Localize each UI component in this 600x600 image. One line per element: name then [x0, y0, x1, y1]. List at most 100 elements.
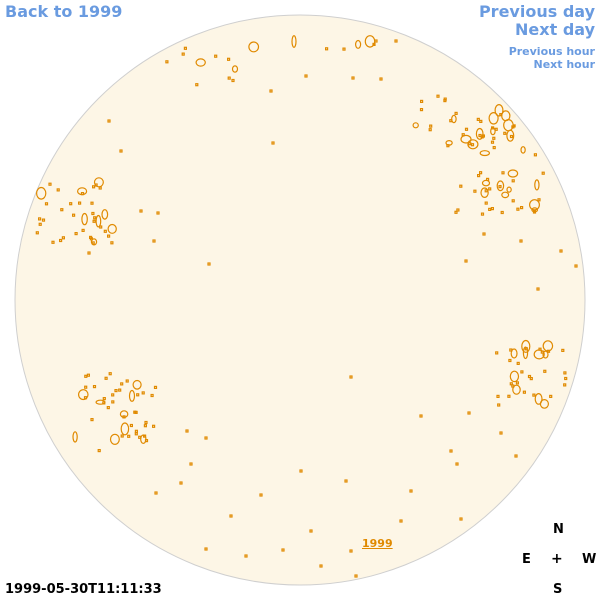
sunspot-contour-icon	[129, 423, 133, 428]
sunspot-contour-icon	[488, 112, 499, 125]
sunspot-contour-icon	[507, 394, 511, 398]
sunspot-contour-icon	[94, 183, 98, 187]
sunspot-contour-icon	[291, 35, 297, 48]
sunspot-contour-icon	[449, 449, 453, 453]
sunspot-contour-icon	[512, 124, 516, 128]
sunspot-contour-icon	[179, 481, 183, 485]
sunspot-contour-icon	[506, 186, 512, 193]
sunspot-contour-icon	[479, 171, 483, 175]
sunspot-contour-icon	[374, 39, 378, 43]
sunspot-contour-icon	[533, 349, 545, 360]
sunspot-contour-icon	[520, 146, 526, 154]
sunspot-contour-icon	[156, 211, 160, 215]
sunspot-contour-icon	[549, 394, 553, 398]
sunspot-contour-icon	[133, 410, 137, 414]
sunspot-contour-icon	[61, 236, 66, 240]
sunspot-contour-icon	[495, 351, 499, 355]
sunspot-contour-icon	[244, 554, 248, 558]
sunspot-contour-icon	[542, 350, 549, 359]
sunspot-contour-icon	[454, 111, 458, 116]
sunspot-contour-icon	[574, 264, 578, 268]
sunspot-contour-icon	[470, 143, 475, 147]
year-link[interactable]: 1999	[362, 537, 393, 550]
sunspot-contour-icon	[349, 375, 353, 379]
sunspot-contour-icon	[399, 519, 403, 523]
sunspot-contour-icon	[379, 77, 383, 81]
sunspot-contour-icon	[269, 89, 273, 93]
sunspot-contour-icon	[563, 383, 567, 387]
sunspot-contour-icon	[214, 54, 218, 58]
sunspot-contour-icon	[494, 127, 498, 131]
sunspot-contour-icon	[99, 225, 103, 229]
sunspot-contour-icon	[344, 479, 348, 483]
sunspot-contour-icon	[141, 391, 145, 395]
observation-timestamp: 1999-05-30T11:11:33	[5, 582, 162, 597]
sunspot-contour-icon	[499, 431, 503, 435]
sunspot-contour-icon	[91, 211, 95, 216]
sunspot-contour-icon	[111, 400, 115, 404]
sunspot-contour-icon	[304, 74, 308, 78]
sunspot-contour-icon	[508, 358, 512, 363]
sunspot-contour-icon	[93, 216, 97, 220]
sunspot-contour-icon	[519, 206, 524, 210]
sunspot-contour-icon	[534, 393, 543, 405]
sunspot-contour-icon	[496, 180, 505, 192]
sunspot-contour-icon	[136, 393, 140, 397]
sunspot-contour-icon	[456, 208, 460, 212]
sunspot-contour-icon	[455, 462, 459, 466]
sunspot-contour-icon	[48, 182, 52, 186]
next-hour-link[interactable]: Next hour	[533, 58, 596, 71]
sunspot-contour-icon	[561, 348, 565, 352]
sunspot-contour-icon	[81, 228, 85, 232]
sunspot-contour-icon	[106, 234, 111, 238]
sunspot-contour-icon	[468, 142, 472, 146]
sunspot-contour-icon	[486, 177, 490, 181]
sunspot-contour-icon	[92, 219, 96, 223]
sunspot-contour-icon	[74, 232, 78, 236]
sunspot-contour-icon	[204, 436, 208, 440]
sunspot-contour-icon	[351, 76, 355, 80]
compass-north-label: N	[553, 522, 564, 537]
previous-hour-link[interactable]: Previous hour	[508, 45, 595, 58]
sunspot-contour-icon	[95, 214, 102, 228]
next-day-link[interactable]: Next day	[515, 20, 595, 39]
sunspot-contour-icon	[259, 493, 263, 497]
sunspot-contour-icon	[488, 187, 492, 191]
back-to-year-link[interactable]: Back to 1999	[5, 2, 123, 21]
sunspot-contour-icon	[419, 414, 423, 418]
sunspot-contour-icon	[181, 52, 185, 56]
sunspot-contour-icon	[91, 185, 96, 189]
sunspot-contour-icon	[98, 186, 102, 190]
sunspot-contour-icon	[534, 179, 540, 191]
sunspot-contour-icon	[540, 350, 544, 354]
sunspot-contour-icon	[564, 376, 568, 381]
sunspot-contour-icon	[299, 469, 303, 473]
sunspot-contours	[35, 35, 578, 578]
sunspot-contour-icon	[464, 259, 468, 263]
sunspot-contour-icon	[449, 119, 453, 123]
sunspot-contour-icon	[128, 389, 136, 402]
sunspot-contour-icon	[511, 384, 515, 388]
sunspot-contour-icon	[127, 434, 131, 438]
sunspot-contour-icon	[481, 179, 491, 187]
sunspot-contour-icon	[436, 94, 440, 98]
sunspot-contour-icon	[563, 371, 567, 375]
sunspot-contour-icon	[195, 83, 199, 87]
sunspot-contour-icon	[510, 348, 518, 359]
sunspot-contour-icon	[355, 39, 362, 49]
previous-day-link[interactable]: Previous day	[478, 2, 595, 21]
sunspot-contour-icon	[537, 198, 541, 202]
sunspot-contour-icon	[484, 189, 488, 193]
sunspot-contour-icon	[111, 393, 115, 397]
sunspot-contour-icon	[189, 462, 193, 466]
sunspot-contour-icon	[445, 139, 453, 146]
sunspot-contour-icon	[114, 389, 118, 393]
sunspot-contour-icon	[183, 46, 187, 50]
sunspot-contour-icon	[122, 415, 126, 419]
sunspot-contour-icon	[102, 397, 106, 401]
sunspot-contour-icon	[281, 548, 285, 552]
sunspot-contour-icon	[104, 376, 108, 380]
sunspot-contour-icon	[409, 489, 413, 493]
sunspot-contour-icon	[494, 104, 504, 117]
sunspot-contour-icon	[543, 369, 547, 373]
